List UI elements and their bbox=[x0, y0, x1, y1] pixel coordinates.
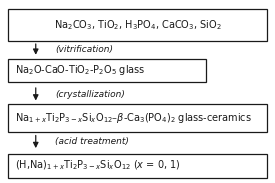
Text: Na$_2$CO$_3$, TiO$_2$, H$_3$PO$_4$, CaCO$_3$, SiO$_2$: Na$_2$CO$_3$, TiO$_2$, H$_3$PO$_4$, CaCO… bbox=[54, 18, 221, 32]
Text: (H,Na)$_{1+x}$Ti$_2$P$_{3-x}$Si$_x$O$_{12}$ ($x$ = 0, 1): (H,Na)$_{1+x}$Ti$_2$P$_{3-x}$Si$_x$O$_{1… bbox=[15, 159, 181, 172]
Bar bbox=[8, 154, 267, 178]
Text: (crystallization): (crystallization) bbox=[55, 90, 125, 99]
Text: (vitrification): (vitrification) bbox=[55, 45, 113, 54]
Bar bbox=[8, 104, 267, 132]
Text: Na$_2$O-CaO-TiO$_2$-P$_2$O$_5$ glass: Na$_2$O-CaO-TiO$_2$-P$_2$O$_5$ glass bbox=[15, 64, 146, 77]
Text: Na$_{1+x}$Ti$_2$P$_{3-x}$Si$_x$O$_{12}$–$\beta$-Ca$_3$(PO$_4$)$_2$ glass-ceramic: Na$_{1+x}$Ti$_2$P$_{3-x}$Si$_x$O$_{12}$–… bbox=[15, 111, 252, 125]
Bar bbox=[8, 9, 267, 41]
Bar bbox=[8, 59, 206, 82]
Text: (acid treatment): (acid treatment) bbox=[55, 137, 129, 146]
